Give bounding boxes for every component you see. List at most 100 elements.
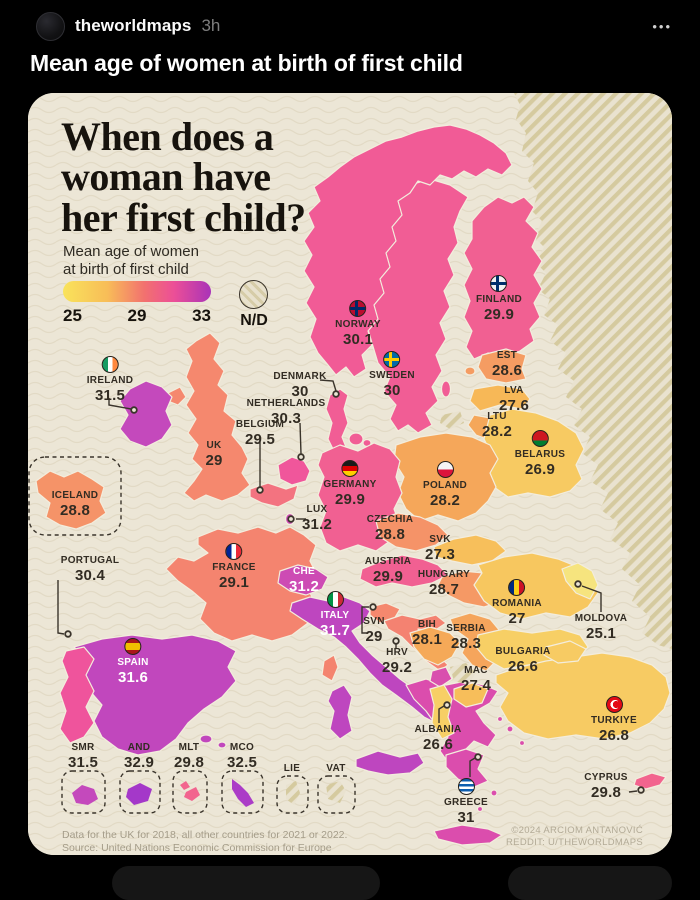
country-value: 30.3 [270,410,301,427]
mini-country-label-mco: MCO 32.5 [227,743,257,771]
country-label-czechia: CZECHIA 28.8 [367,515,414,543]
peek-action-button[interactable] [112,866,380,900]
island-crete [433,824,503,846]
avatar[interactable] [36,11,65,41]
country-value: 26.6 [508,658,538,675]
aegean-island [496,715,504,723]
flag-icon-germany [341,460,359,477]
country-value: 29.8 [590,784,621,801]
nd-region-kaliningrad [440,411,464,429]
flag-icon-norway [349,300,367,317]
country-name: DENMARK [273,371,327,382]
country-value: 31.5 [68,754,98,771]
flag-icon-sweden [383,351,401,368]
country-label-ireland: IRELAND 31.5 [87,356,134,403]
country-value: 32.5 [227,754,257,771]
more-options-icon[interactable]: ••• [652,18,672,34]
country-label-portugal: PORTUGAL 30.4 [61,556,120,584]
country-label-svk: SVK 27.3 [425,534,455,563]
country-label-serbia: SERBIA 28.3 [446,623,486,652]
country-value: 31.2 [302,516,332,533]
country-name: LUX [306,504,328,515]
peek-action-button[interactable] [508,866,672,900]
country-shape-spain [73,634,237,756]
country-name: MOLDOVA [574,613,628,624]
country-value: 31.2 [289,578,319,595]
country-value: 31.6 [117,669,148,686]
country-name: SMR [71,742,95,753]
country-value: 27.3 [425,546,455,563]
country-name: VAT [326,763,346,774]
country-shape-slovakia [433,534,507,566]
flag-icon-greece [457,778,475,795]
country-value: 32.9 [124,754,154,771]
country-label-hrv: HRV 29.2 [382,647,412,676]
data-note: Data for the UK for 2018, all other coun… [62,829,348,854]
country-value: 29.5 [245,431,275,448]
country-name: SERBIA [446,623,486,634]
country-name: ITALY [320,610,350,621]
country-label-bih: BIH 28.1 [412,620,442,648]
timestamp: 3h [201,16,221,35]
country-name: EST [496,350,518,361]
country-value: 28.2 [430,492,460,509]
legend-label: Mean age of women at birth of first chil… [63,243,199,278]
credits: ©2024 ARCIOM ANTANOVIĆ REDDIT: U/THEWORL… [506,825,643,848]
island-zealand [348,432,364,446]
country-label-denmark: DENMARK 30 [273,371,327,400]
country-value: 31.5 [94,387,125,404]
country-name: SVK [429,534,451,545]
flag-icon-finland [490,275,508,292]
country-label-germany: GERMANY 29.9 [323,460,376,507]
country-value: 28.8 [59,502,90,519]
country-label-belarus: BELARUS 26.9 [515,430,565,477]
country-value: 28.3 [451,635,481,652]
country-value: 30 [291,383,309,400]
country-shape-switzerland [277,564,329,596]
country-name: POLAND [422,480,468,491]
country-label-sweden: SWEDEN 30 [369,351,415,398]
country-name: HUNGARY [417,569,471,580]
region-thrace [543,640,587,664]
map-title: When does a woman have her first child? [61,114,306,240]
leader-lines [57,379,645,794]
country-name: BELARUS [514,449,566,460]
country-label-belgium: BELGIUM 29.5 [236,420,284,448]
aegean-island [476,805,484,813]
country-value: 28.7 [428,581,459,598]
country-shape-estonia [477,348,527,384]
country-name: ROMANIA [492,598,542,609]
flag-icon-ireland [101,356,119,373]
country-label-france: FRANCE 29.1 [212,543,255,590]
country-shape-austria [359,554,449,588]
country-value: 29.9 [483,306,514,323]
country-value: 25.1 [586,625,616,642]
country-value: 26.9 [525,461,555,478]
country-name: NORWAY [335,319,381,330]
country-name: MAC [464,665,488,676]
country-name: GREECE [443,797,489,808]
country-label-est: EST 28.6 [492,350,522,379]
microstate-insets [61,770,356,814]
country-label-poland: POLAND 28.2 [423,461,467,508]
map-infographic[interactable]: .c { stroke:#f3eddd; stroke-width:1.2; s… [28,93,672,855]
country-value: 26.6 [422,736,453,753]
country-value: 30.1 [342,331,373,348]
country-label-lva: LVA 27.6 [499,386,529,414]
flag-icon-france [225,543,243,560]
country-label-norway: NORWAY 30.1 [335,300,381,347]
country-name: UK [206,440,222,451]
username[interactable]: theworldmaps [75,16,192,35]
country-name: AND [127,742,151,753]
island-gotland [440,380,452,398]
flag-icon-spain [124,638,142,655]
country-name: AUSTRIA [364,556,412,567]
country-value: 27.6 [499,397,529,414]
country-shape-portugal [59,646,95,744]
country-name: SVN [363,616,385,627]
country-value: 27 [508,610,526,627]
country-name: NETHERLANDS [246,398,326,409]
country-label-spain: SPAIN 31.6 [117,638,148,685]
country-name: HRV [386,647,408,658]
country-shape-north-macedonia [453,682,489,708]
